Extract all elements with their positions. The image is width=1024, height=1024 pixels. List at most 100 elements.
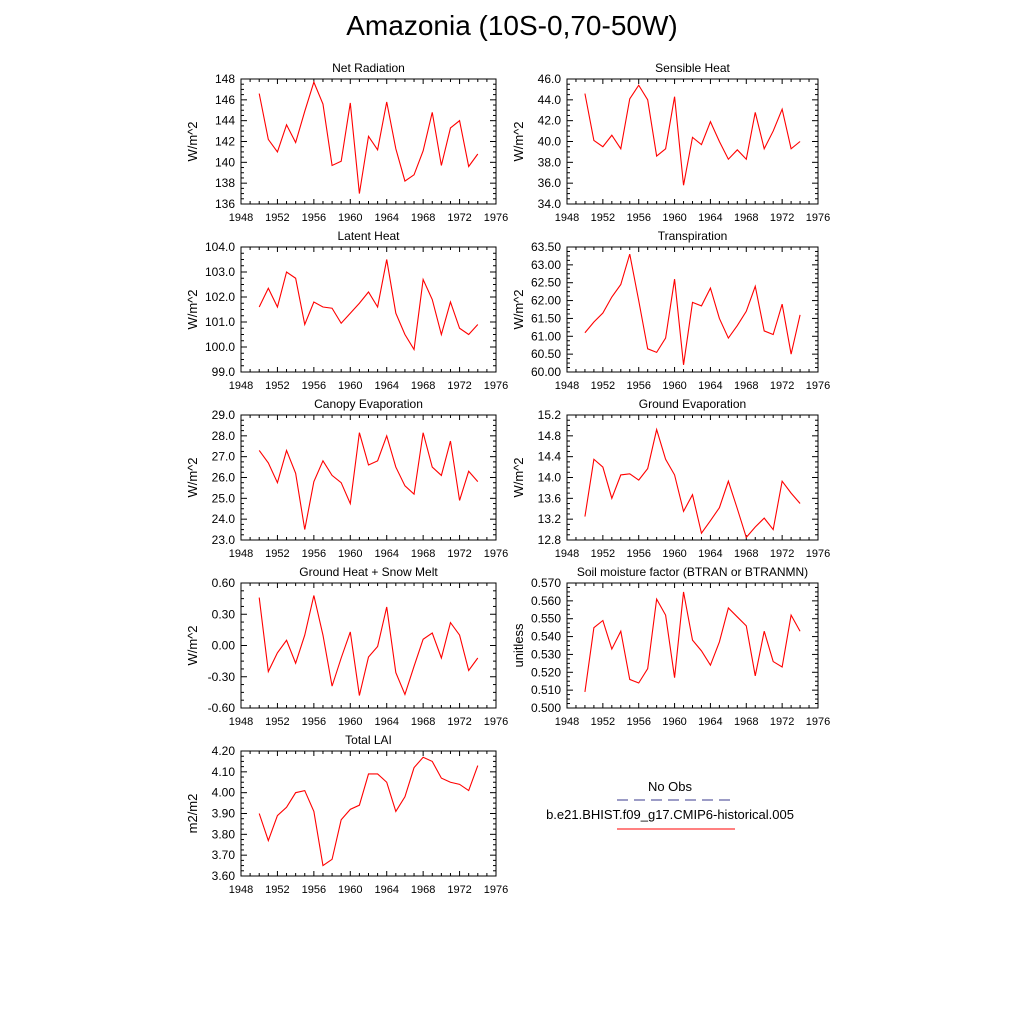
y-tick-label: 0.570 xyxy=(531,576,561,590)
y-tick-label: 46.0 xyxy=(538,72,562,86)
x-tick-label: 1972 xyxy=(447,716,471,728)
x-tick-label: 1956 xyxy=(302,884,326,896)
x-tick-label: 1964 xyxy=(374,884,398,896)
y-tick-label: 34.0 xyxy=(538,197,562,211)
y-tick-label: 13.6 xyxy=(538,491,562,505)
x-tick-label: 1968 xyxy=(734,548,758,560)
y-axis-label: W/m^2 xyxy=(185,625,200,665)
x-tick-label: 1960 xyxy=(338,548,362,560)
series-line-model xyxy=(258,595,479,697)
chart-title: Sensible Heat xyxy=(655,61,730,75)
x-tick-label: 1968 xyxy=(734,380,758,392)
x-tick-label: 1948 xyxy=(229,884,253,896)
x-tick-label: 1976 xyxy=(484,548,508,560)
x-tick-label: 1972 xyxy=(447,212,471,224)
y-tick-label: 102.0 xyxy=(205,290,235,304)
x-tick-label: 1968 xyxy=(411,716,435,728)
x-tick-label: 1972 xyxy=(447,884,471,896)
y-axis-label: m2/m2 xyxy=(185,794,200,834)
x-tick-label: 1960 xyxy=(338,716,362,728)
y-tick-label: 144 xyxy=(215,114,235,128)
y-tick-label: 26.0 xyxy=(212,471,236,485)
chart-panel-7: Ground Heat + Snow Melt W/m^2 1948 1952 1956… xyxy=(185,565,508,728)
y-tick-label: 15.2 xyxy=(538,408,562,422)
chart-title: Soil moisture factor (BTRAN or BTRANMN) xyxy=(577,565,808,579)
series-line-model xyxy=(584,427,801,539)
chart-title: Transpiration xyxy=(658,229,728,243)
series-line-model xyxy=(258,80,479,194)
x-tick-label: 1952 xyxy=(265,884,289,896)
y-tick-label: 63.50 xyxy=(531,240,561,254)
legend-lines xyxy=(617,799,735,830)
y-tick-label: 148 xyxy=(215,72,235,86)
x-tick-label: 1956 xyxy=(302,716,326,728)
y-tick-label: 104.0 xyxy=(205,240,235,254)
plot-frame xyxy=(240,78,497,205)
x-tick-label: 1976 xyxy=(806,548,830,560)
page-title: Amazonia (10S-0,70-50W) xyxy=(346,10,678,41)
y-axis-label: W/m^2 xyxy=(185,457,200,497)
x-tick-label: 1972 xyxy=(770,716,794,728)
x-tick-label: 1960 xyxy=(662,716,686,728)
legend-obs-label: No Obs xyxy=(647,779,693,794)
x-tick-label: 1964 xyxy=(374,716,398,728)
chart-panel-2: Sensible Heat W/m^2 1948 1952 1956 1960 1964 19… xyxy=(511,61,830,224)
y-tick-label: 42.0 xyxy=(538,114,562,128)
chart-panel-4: Transpiration W/m^2 1948 1952 1956 1960 1964 19… xyxy=(511,229,830,392)
chart-title: Net Radiation xyxy=(332,61,405,75)
x-tick-label: 1960 xyxy=(338,884,362,896)
x-tick-label: 1956 xyxy=(626,212,650,224)
y-tick-label: 103.0 xyxy=(205,265,235,279)
x-tick-label: 1960 xyxy=(662,380,686,392)
y-tick-label: 12.8 xyxy=(538,533,562,547)
x-tick-label: 1972 xyxy=(770,380,794,392)
y-tick-label: 61.50 xyxy=(531,311,561,325)
x-tick-label: 1968 xyxy=(411,380,435,392)
y-tick-label: 138 xyxy=(215,176,235,190)
x-tick-label: 1976 xyxy=(484,380,508,392)
x-tick-label: 1952 xyxy=(265,212,289,224)
x-tick-label: 1948 xyxy=(229,212,253,224)
x-tick-label: 1972 xyxy=(770,548,794,560)
x-tick-label: 1964 xyxy=(698,212,722,224)
series-line-model xyxy=(258,259,479,352)
chart-title: Latent Heat xyxy=(337,229,400,243)
x-tick-label: 1964 xyxy=(698,716,722,728)
x-tick-label: 1972 xyxy=(770,212,794,224)
y-tick-label: 23.0 xyxy=(212,533,236,547)
x-tick-label: 1952 xyxy=(591,212,615,224)
x-tick-label: 1948 xyxy=(229,380,253,392)
plot-frame xyxy=(240,246,497,373)
x-tick-label: 1968 xyxy=(734,212,758,224)
y-tick-label: 4.10 xyxy=(212,765,236,779)
y-tick-label: 3.60 xyxy=(212,869,236,883)
y-axis-label: W/m^2 xyxy=(511,457,526,497)
x-tick-label: 1948 xyxy=(555,716,579,728)
x-tick-label: 1976 xyxy=(806,212,830,224)
series-line-model xyxy=(584,591,801,693)
y-tick-label: 13.2 xyxy=(538,512,562,526)
y-tick-label: 62.00 xyxy=(531,294,561,308)
y-tick-label: 0.510 xyxy=(531,683,561,697)
x-tick-label: 1956 xyxy=(626,548,650,560)
plot-frame xyxy=(566,582,819,709)
y-tick-label: 99.0 xyxy=(212,365,236,379)
y-tick-label: 14.4 xyxy=(538,450,562,464)
y-tick-label: -0.60 xyxy=(208,701,236,715)
x-tick-label: 1956 xyxy=(302,380,326,392)
x-tick-label: 1964 xyxy=(374,212,398,224)
y-tick-label: 29.0 xyxy=(212,408,236,422)
y-tick-label: 3.80 xyxy=(212,827,236,841)
x-tick-label: 1976 xyxy=(484,716,508,728)
series-line-model xyxy=(584,253,801,365)
x-tick-label: 1976 xyxy=(484,212,508,224)
x-tick-label: 1952 xyxy=(265,548,289,560)
x-tick-label: 1952 xyxy=(591,548,615,560)
x-tick-label: 1948 xyxy=(229,716,253,728)
y-tick-label: 0.520 xyxy=(531,665,561,679)
y-tick-label: 140 xyxy=(215,155,235,169)
chart-title: Canopy Evaporation xyxy=(314,397,423,411)
y-tick-label: 3.70 xyxy=(212,848,236,862)
legend-model-label: b.e21.BHIST.f09_g17.CMIP6-historical.005 xyxy=(546,807,794,822)
x-tick-label: 1968 xyxy=(411,884,435,896)
